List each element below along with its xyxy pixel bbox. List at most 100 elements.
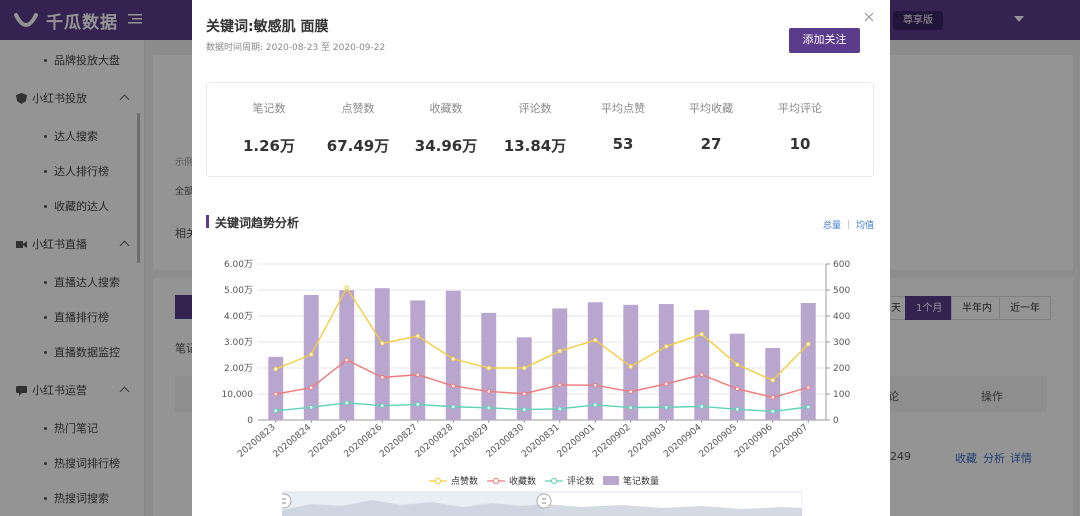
point-2 [734, 407, 740, 412]
x-tick-label: 20200903 [627, 423, 669, 460]
point-1 [486, 389, 492, 394]
point-0 [450, 356, 456, 362]
point-0 [486, 365, 492, 371]
point-2 [557, 406, 563, 412]
sidebar-item-influencer-search[interactable]: 达人搜索 [44, 128, 98, 144]
y-left-tick-label: 3.00万 [224, 338, 253, 348]
slider-handle-right[interactable] [536, 493, 552, 509]
slider-handle-left[interactable] [282, 493, 292, 509]
x-tick-label: 20200828 [414, 422, 456, 459]
tier-badge[interactable]: 尊享版 [893, 11, 943, 30]
point-2 [699, 404, 705, 409]
shield-icon [16, 92, 27, 104]
point-2 [273, 408, 279, 413]
x-tick-label: 20200906 [733, 422, 775, 459]
y-right-tick-label: 300 [833, 338, 850, 348]
sidebar-item-live-monitor[interactable]: 直播数据监控 [44, 344, 120, 360]
point-0 [592, 337, 598, 343]
app-logo[interactable]: 千瓜数据 [14, 8, 118, 33]
sidebar-group-label: 小红书运营 [32, 384, 87, 397]
stat-value: 53 [612, 135, 634, 153]
series-line-0 [275, 286, 809, 382]
x-tick-label: 20200905 [698, 423, 740, 460]
sidebar-group-xhs-ads[interactable]: 小红书投放 [16, 90, 130, 106]
line-marker-icon [487, 477, 506, 484]
toggle-total[interactable]: 总量 [823, 221, 842, 231]
point-1 [308, 385, 314, 391]
toggle-average[interactable]: 均值 [856, 221, 875, 231]
stat-label: 平均收藏 [689, 102, 733, 115]
bg-snippet: 全部 [175, 187, 194, 197]
point-1 [379, 375, 385, 380]
keyword-detail-modal: 关键词:敏感肌 面膜 数据时间周期: 2020-08-23 至 2020-09-… [192, 0, 890, 516]
point-2 [805, 404, 811, 410]
stats-panel: 笔记数 1.26万 点赞数 67.49万 收藏数 34.96万 评论数 13.8… [206, 82, 874, 177]
point-2 [663, 404, 669, 410]
stat-label: 笔记数 [252, 102, 286, 115]
point-2 [450, 404, 456, 410]
legend-item-likes[interactable]: 点赞数 [429, 474, 478, 487]
bar-marker-icon [603, 476, 620, 485]
logo-icon [14, 12, 38, 27]
point-2 [308, 404, 314, 410]
series-line-1 [275, 359, 809, 399]
x-tick-label: 20200824 [272, 422, 314, 459]
point-0 [521, 365, 527, 371]
menu-toggle-icon[interactable] [128, 12, 142, 26]
trend-section-title: 关键词趋势分析 [206, 214, 299, 231]
bar-notes [800, 303, 816, 420]
stat-label: 评论数 [518, 102, 552, 115]
x-tick-label: 20200831 [520, 423, 562, 460]
user-menu-caret-icon[interactable] [1014, 16, 1024, 22]
sidebar-item-hot-keyword-search[interactable]: 热搜词搜索 [44, 490, 109, 506]
x-tick-label: 20200904 [662, 422, 704, 459]
sidebar-item-hot-keyword-ranking[interactable]: 热搜词排行榜 [44, 455, 120, 471]
stat-value: 27 [700, 135, 722, 153]
sidebar-scrollbar[interactable] [137, 113, 140, 263]
point-2 [379, 403, 385, 408]
stat-value: 67.49万 [326, 137, 390, 155]
point-0 [628, 364, 634, 369]
y-right-tick-label: 100 [833, 390, 850, 400]
x-tick-label: 20200826 [343, 422, 385, 459]
y-left-tick-label: 5.00万 [224, 286, 253, 296]
sidebar-item-saved-influencers[interactable]: 收藏的达人 [44, 198, 109, 214]
trend-chart: 0 10,000 2.00万 3.00万 4.00万 5.00万 6.00万 0 100 200 3… [222, 260, 851, 460]
legend-item-favorites[interactable]: 收藏数 [487, 474, 536, 487]
add-follow-button[interactable]: 添加关注 [789, 28, 860, 53]
detail-link[interactable]: 详情 [1010, 452, 1032, 465]
sidebar-item-live-ranking[interactable]: 直播排行榜 [44, 309, 109, 325]
y-right-tick-label: 200 [833, 364, 850, 374]
data-zoom-slider[interactable] [282, 488, 802, 516]
x-tick-label: 20200830 [485, 422, 527, 459]
point-1 [628, 389, 634, 394]
point-1 [344, 357, 350, 363]
toggle-divider [848, 220, 850, 229]
point-0 [273, 366, 279, 372]
point-2 [486, 405, 492, 411]
x-tick-label: 20200829 [449, 422, 491, 459]
x-tick-label: 20200827 [378, 423, 420, 460]
bg-action-button[interactable] [175, 295, 195, 319]
sidebar-item-hot-notes[interactable]: 热门笔记 [44, 420, 98, 436]
x-tick-label: 20200901 [556, 423, 598, 460]
sidebar-item-brand-overview[interactable]: 品牌投放大盘 [44, 52, 120, 68]
sidebar-item-live-search[interactable]: 直播达人搜索 [44, 274, 120, 290]
analyze-link[interactable]: 分析 [983, 452, 1005, 465]
point-1 [770, 395, 776, 400]
app-name: 千瓜数据 [46, 13, 118, 33]
sidebar-item-influencer-ranking[interactable]: 达人排行榜 [44, 163, 109, 179]
point-2 [415, 402, 421, 407]
period-tab[interactable]: 近一年 [999, 296, 1051, 320]
point-0 [734, 362, 740, 367]
video-camera-icon [16, 240, 27, 248]
close-icon[interactable] [862, 10, 876, 24]
legend-item-notes[interactable]: 笔记数量 [603, 474, 659, 487]
point-1 [592, 382, 598, 388]
legend-item-comments[interactable]: 评论数 [545, 474, 594, 487]
point-1 [805, 385, 811, 390]
sidebar-group-xhs-live[interactable]: 小红书直播 [16, 236, 130, 252]
sidebar-group-xhs-ops[interactable]: 小红书运营 [16, 382, 130, 398]
chat-icon [16, 385, 27, 396]
collect-link[interactable]: 收藏 [955, 452, 977, 465]
